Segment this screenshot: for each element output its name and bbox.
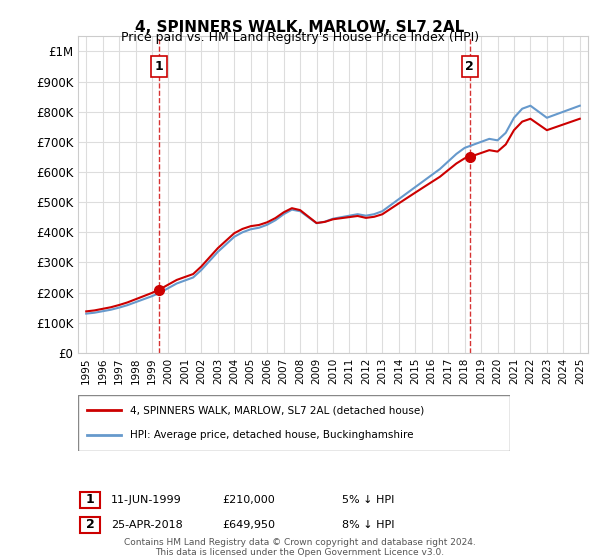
- Text: 2: 2: [86, 519, 94, 531]
- Text: 8% ↓ HPI: 8% ↓ HPI: [342, 520, 395, 530]
- Text: Price paid vs. HM Land Registry's House Price Index (HPI): Price paid vs. HM Land Registry's House …: [121, 31, 479, 44]
- Text: 4, SPINNERS WALK, MARLOW, SL7 2AL: 4, SPINNERS WALK, MARLOW, SL7 2AL: [136, 20, 464, 35]
- Text: Contains HM Land Registry data © Crown copyright and database right 2024.
This d: Contains HM Land Registry data © Crown c…: [124, 538, 476, 557]
- Text: £210,000: £210,000: [222, 495, 275, 505]
- Text: 1: 1: [155, 60, 164, 73]
- Text: 5% ↓ HPI: 5% ↓ HPI: [342, 495, 394, 505]
- Text: HPI: Average price, detached house, Buckinghamshire: HPI: Average price, detached house, Buck…: [130, 430, 413, 440]
- Text: 2: 2: [466, 60, 474, 73]
- Text: £649,950: £649,950: [222, 520, 275, 530]
- Text: 1: 1: [86, 493, 94, 506]
- Text: 11-JUN-1999: 11-JUN-1999: [111, 495, 182, 505]
- Text: 25-APR-2018: 25-APR-2018: [111, 520, 183, 530]
- Text: 4, SPINNERS WALK, MARLOW, SL7 2AL (detached house): 4, SPINNERS WALK, MARLOW, SL7 2AL (detac…: [130, 405, 424, 416]
- FancyBboxPatch shape: [78, 395, 510, 451]
